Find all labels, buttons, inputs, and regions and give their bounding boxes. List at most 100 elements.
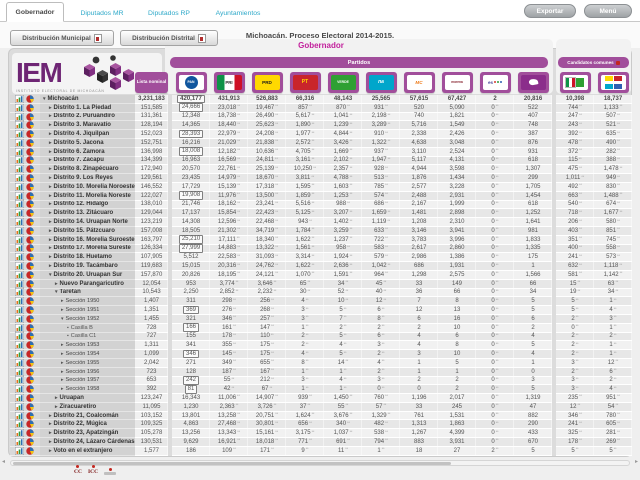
pie-chart-icon[interactable] xyxy=(26,429,34,437)
bar-chart-icon[interactable] xyxy=(15,209,24,218)
row-label[interactable]: ▸ Distrito 12. Hidalgo xyxy=(40,200,135,210)
bar-chart-icon[interactable] xyxy=(15,394,24,402)
row-label[interactable]: ▸ Distrito 11. Morelia Noreste xyxy=(40,191,135,201)
bar-chart-icon[interactable] xyxy=(15,411,24,420)
pie-chart-icon[interactable] xyxy=(26,332,34,341)
bar-chart-icon[interactable] xyxy=(15,156,24,165)
pie-chart-icon[interactable] xyxy=(26,112,34,121)
row-label[interactable]: ▸ Distrito 24, Lázaro Cárdenas xyxy=(40,438,135,447)
row-label[interactable]: ▸ Distrito 19. Tacámbaro xyxy=(40,262,135,271)
pie-chart-icon[interactable] xyxy=(26,385,34,393)
bar-chart-icon[interactable] xyxy=(15,279,24,288)
bar-chart-icon[interactable] xyxy=(15,376,24,385)
expand-arrow-icon[interactable]: ▸ xyxy=(49,183,52,190)
row-label[interactable]: ▾ Michoacán xyxy=(40,95,135,104)
pie-chart-icon[interactable] xyxy=(26,359,34,367)
row-label[interactable]: ▾ Sección 1952 xyxy=(40,314,135,324)
column-header-ln[interactable]: Lista nominal xyxy=(135,71,168,93)
tab-diputados-mr[interactable]: Diputados MR xyxy=(80,9,124,17)
bar-chart-icon[interactable] xyxy=(15,244,24,253)
expand-arrow-icon[interactable]: ▸ xyxy=(49,236,52,243)
expand-arrow-icon[interactable]: ▸ xyxy=(55,280,58,287)
column-header-mc[interactable]: MC xyxy=(400,71,438,93)
row-label[interactable]: ▸ Distrito 15. Pátzcuaro xyxy=(40,226,135,236)
expand-arrow-icon[interactable]: ▸ xyxy=(49,148,52,155)
pie-chart-icon[interactable] xyxy=(26,315,34,323)
pie-chart-icon[interactable] xyxy=(26,227,34,235)
row-label[interactable]: ▸ Nuevo Parangaricutiro xyxy=(40,279,135,289)
pie-chart-icon[interactable] xyxy=(26,191,34,200)
bar-chart-icon[interactable] xyxy=(15,306,24,315)
expand-arrow-icon[interactable]: ▪ xyxy=(67,333,69,340)
distribucion-municipal-button[interactable]: Distribución Municipal xyxy=(10,30,114,46)
pie-chart-icon[interactable] xyxy=(26,262,34,270)
bar-chart-icon[interactable] xyxy=(15,341,24,350)
row-label[interactable]: ▸ Distrito 17. Morelia Sureste xyxy=(40,244,135,254)
pie-chart-icon[interactable] xyxy=(26,420,34,429)
row-label[interactable]: ▸ Distrito 2. Puruándiro xyxy=(40,112,135,122)
tab-diputados-rp[interactable]: Diputados RP xyxy=(148,9,190,17)
bar-chart-icon[interactable] xyxy=(15,94,24,103)
expand-arrow-icon[interactable]: ▸ xyxy=(49,263,52,270)
bar-chart-icon[interactable] xyxy=(15,226,24,235)
pie-chart-icon[interactable] xyxy=(26,218,34,226)
expand-arrow-icon[interactable]: ▪ xyxy=(67,324,69,331)
column-header-na[interactable]: na xyxy=(362,71,400,93)
pie-chart-icon[interactable] xyxy=(26,376,34,385)
bar-chart-icon[interactable] xyxy=(15,218,24,227)
bar-chart-icon[interactable] xyxy=(15,130,24,139)
expand-arrow-icon[interactable]: ▸ xyxy=(49,219,52,226)
tab-ayuntamientos[interactable]: Ayuntamientos xyxy=(215,9,261,17)
row-label[interactable]: ▪ Casilla C1 xyxy=(40,332,135,342)
expand-arrow-icon[interactable]: ▾ xyxy=(55,289,58,296)
expand-arrow-icon[interactable]: ▸ xyxy=(49,430,52,437)
pie-chart-icon[interactable] xyxy=(26,271,34,279)
row-label[interactable]: ▸ Sección 1956 xyxy=(40,367,135,377)
pie-chart-icon[interactable] xyxy=(26,411,34,420)
pie-chart-icon[interactable] xyxy=(26,104,34,112)
horizontal-scrollbar[interactable] xyxy=(10,460,630,466)
column-header-pri[interactable]: PRI xyxy=(210,71,248,93)
bar-chart-icon[interactable] xyxy=(15,385,24,394)
row-label[interactable]: ▸ Distrito 13. Zitácuaro xyxy=(40,209,135,219)
expand-arrow-icon[interactable]: ▸ xyxy=(61,307,64,314)
scroll-left-icon[interactable]: ◂ xyxy=(2,459,6,465)
bar-chart-icon[interactable] xyxy=(15,182,24,191)
expand-arrow-icon[interactable]: ▸ xyxy=(49,438,52,445)
expand-arrow-icon[interactable]: ▾ xyxy=(43,95,46,102)
tab-gobernador[interactable]: Gobernador xyxy=(6,2,64,22)
row-label[interactable]: ▸ Ziracuaretiro xyxy=(40,402,135,412)
column-header-cc1[interactable] xyxy=(556,71,594,93)
column-header-es[interactable]: es xyxy=(476,71,514,93)
export-button[interactable]: Exportar xyxy=(524,4,576,18)
pie-chart-icon[interactable] xyxy=(26,341,34,349)
pie-chart-icon[interactable] xyxy=(26,306,34,314)
expand-arrow-icon[interactable]: ▸ xyxy=(49,192,52,199)
bar-chart-icon[interactable] xyxy=(15,121,24,130)
bar-chart-icon[interactable] xyxy=(15,262,24,271)
bar-chart-icon[interactable] xyxy=(15,332,24,341)
scrollbar-thumb[interactable] xyxy=(13,462,451,465)
bar-chart-icon[interactable] xyxy=(15,112,24,121)
expand-arrow-icon[interactable]: ▸ xyxy=(49,104,52,111)
bar-chart-icon[interactable] xyxy=(15,314,24,323)
row-label[interactable]: ▸ Sección 1953 xyxy=(40,341,135,351)
bar-chart-icon[interactable] xyxy=(15,200,24,209)
pie-chart-icon[interactable] xyxy=(26,235,34,244)
column-header-morena[interactable]: morena xyxy=(438,71,476,93)
bar-chart-icon[interactable] xyxy=(15,138,24,147)
expand-arrow-icon[interactable]: ▸ xyxy=(49,201,52,208)
expand-arrow-icon[interactable]: ▸ xyxy=(61,368,64,375)
pie-chart-icon[interactable] xyxy=(26,95,34,103)
pie-chart-icon[interactable] xyxy=(26,394,34,402)
bar-chart-icon[interactable] xyxy=(15,297,24,306)
bar-chart-icon[interactable] xyxy=(15,420,24,429)
expand-arrow-icon[interactable]: ▸ xyxy=(61,386,64,393)
bar-chart-icon[interactable] xyxy=(15,323,24,332)
expand-arrow-icon[interactable]: ▸ xyxy=(49,139,52,146)
pie-chart-icon[interactable] xyxy=(26,183,34,191)
row-label[interactable]: ▪ Casilla B xyxy=(40,323,135,333)
bar-chart-icon[interactable] xyxy=(15,446,24,455)
expand-arrow-icon[interactable]: ▸ xyxy=(49,175,52,182)
row-label[interactable]: ▸ Distrito 21, Coalcomán xyxy=(40,411,135,421)
